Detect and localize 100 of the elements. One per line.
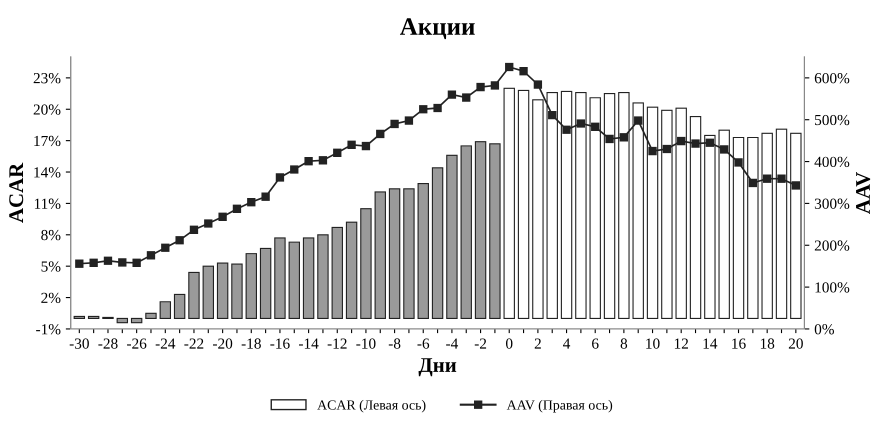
y-tick-label: 5% [42,261,60,272]
bar [188,272,200,320]
bar [432,167,444,320]
bar [116,318,128,324]
point [347,140,356,149]
bar [403,188,415,320]
point [290,165,298,174]
point [591,122,600,131]
point [576,119,586,128]
point [318,156,328,164]
bar [418,182,429,320]
y-tick-label: 11% [34,198,60,209]
bar [246,253,257,320]
point [276,173,284,182]
point [146,251,156,260]
bar [504,88,515,320]
x-tick-label: -10 [356,338,376,349]
x-axis-title: Дни [418,358,456,376]
point [218,212,227,221]
point [534,80,542,89]
point [89,258,98,267]
point [404,116,414,125]
y2-axis-title: AAV [856,172,870,214]
x-tick-label: -18 [242,338,261,349]
x-tick-label: 20 [788,338,803,349]
bar [288,242,300,320]
x-tick-label: 8 [620,338,628,349]
point [662,144,672,154]
point [161,244,170,252]
x-tick-label: 18 [760,338,774,349]
bar [74,316,86,320]
point [448,90,456,99]
point [433,104,442,112]
point [390,120,399,128]
point [190,226,198,234]
bar [216,262,228,320]
bar [360,208,372,320]
point [75,260,84,268]
bar [302,237,314,320]
y2-tick-label: 400% [814,156,850,168]
x-tick-label: -28 [98,338,118,349]
bar [274,237,286,320]
point [562,126,571,134]
point [118,258,126,267]
y-tick-label: 14% [34,167,60,178]
point [777,174,786,183]
point [734,158,743,167]
y-tick-label: 8% [41,230,60,240]
y2-tick-label: 500% [815,114,850,126]
bar [446,154,458,320]
point [132,258,141,267]
x-tick-label: 10 [646,338,660,349]
point [648,146,657,156]
x-tick-label: -8 [388,338,400,349]
x-tick-label: -2 [474,338,486,349]
point [792,181,800,190]
x-tick-label: -14 [298,338,319,349]
chart-title: Акции [400,18,475,40]
point [376,130,384,138]
x-tick-label: 14 [704,338,718,349]
point [476,82,485,92]
point [362,142,370,150]
y2-tick-label: 0% [814,324,834,334]
x-tick-label: 2 [534,338,541,349]
point [519,67,528,76]
x-tick-label: 4 [563,338,570,349]
bar [374,191,386,320]
bar [202,266,214,320]
bar [489,143,501,320]
point [490,81,500,90]
y-tick-label: 20% [34,104,60,115]
bar [145,312,157,320]
bar [260,248,272,320]
x-tick-label: 6 [592,338,599,349]
y2-tick-label: 100% [816,282,850,293]
point [691,139,700,148]
y2-tick-label: 300% [814,198,850,209]
bar [160,301,172,320]
y-axis-title: ACAR [9,162,24,223]
point [104,256,112,265]
x-tick-label: -16 [270,338,290,349]
x-tick-label: 12 [674,338,688,349]
bar [88,316,100,320]
point [634,116,642,125]
bar [518,90,530,320]
y-tick-label: 2% [41,292,60,304]
point [304,156,313,166]
bar [346,222,358,320]
x-tick-label: -6 [417,338,430,349]
point [763,174,772,183]
x-tick-label: -30 [70,338,89,349]
point [548,110,556,120]
point [462,93,470,102]
y-tick-label: 17% [34,136,60,146]
y-tick-label: -1% [36,324,60,334]
x-tick-label: -26 [127,338,146,349]
bar [231,264,243,320]
bar [332,226,343,320]
point [333,148,342,157]
x-tick-label: -22 [184,338,204,349]
